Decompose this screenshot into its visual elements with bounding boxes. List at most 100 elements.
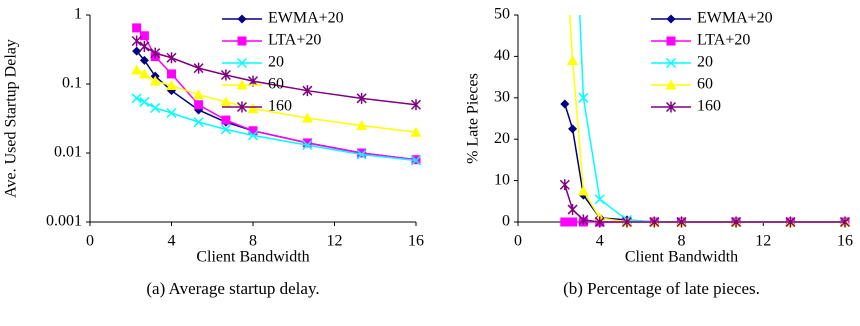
marker bbox=[560, 217, 570, 227]
x-axis-label: Client Bandwidth bbox=[625, 249, 738, 266]
marker bbox=[220, 69, 231, 81]
marker bbox=[578, 92, 589, 103]
caption: (b) Percentage of late pieces. bbox=[563, 279, 760, 298]
y-tick-label: 0.1 bbox=[62, 75, 82, 92]
marker bbox=[410, 126, 422, 137]
x-tick-label: 12 bbox=[327, 233, 343, 250]
marker bbox=[666, 36, 676, 46]
marker bbox=[166, 107, 177, 119]
marker bbox=[221, 115, 231, 125]
legend-label: 20 bbox=[697, 54, 713, 71]
marker bbox=[220, 124, 231, 135]
x-tick-label: 12 bbox=[755, 233, 771, 250]
x-tick-label: 4 bbox=[596, 233, 604, 250]
marker bbox=[149, 75, 161, 86]
marker bbox=[247, 103, 259, 114]
marker bbox=[577, 185, 589, 196]
y-tick-label: 40 bbox=[494, 47, 510, 64]
marker bbox=[194, 100, 204, 110]
marker bbox=[236, 79, 248, 90]
marker bbox=[166, 80, 177, 91]
marker bbox=[594, 216, 605, 228]
marker bbox=[578, 214, 589, 226]
legend-label: 60 bbox=[268, 76, 284, 93]
marker bbox=[132, 23, 142, 33]
legend-label: EWMA+20 bbox=[697, 10, 773, 27]
series-line bbox=[564, 184, 845, 223]
caption: (a) Average startup delay. bbox=[146, 279, 319, 298]
marker bbox=[139, 31, 149, 41]
y-axis-label: % Late Pieces bbox=[465, 73, 482, 164]
marker bbox=[139, 96, 150, 107]
marker bbox=[560, 99, 570, 109]
marker bbox=[594, 194, 605, 205]
marker bbox=[568, 217, 578, 227]
marker bbox=[139, 40, 150, 52]
marker bbox=[785, 216, 796, 228]
marker bbox=[302, 138, 312, 148]
x-axis-label: Client Bandwidth bbox=[196, 249, 309, 266]
y-axis-label: Ave. Used Startup Delay bbox=[3, 39, 20, 198]
series-line bbox=[136, 69, 417, 133]
marker bbox=[302, 140, 313, 151]
marker bbox=[649, 216, 660, 228]
x-tick-label: 8 bbox=[678, 233, 686, 250]
marker bbox=[676, 216, 687, 228]
subplot: 0 10 20 30 40 50 0 4 8 12 16 Client Bandwidth % Late… bbox=[465, 6, 853, 298]
series-line bbox=[136, 97, 417, 162]
marker bbox=[193, 62, 204, 74]
legend-label: 20 bbox=[268, 54, 284, 71]
marker bbox=[666, 14, 676, 24]
legend-label: LTA+20 bbox=[268, 32, 321, 49]
marker bbox=[247, 130, 259, 141]
y-tick-label: 0 bbox=[502, 213, 510, 230]
marker bbox=[568, 124, 578, 134]
legend-label: LTA+20 bbox=[697, 32, 750, 49]
marker bbox=[839, 216, 851, 228]
marker bbox=[567, 204, 578, 216]
marker bbox=[356, 92, 367, 104]
subplot: 0.001 0.01 0.1 1 0 4 8 12 16 Client Bandwidth Ave.… bbox=[3, 6, 424, 298]
x-tick-label: 0 bbox=[514, 233, 522, 250]
legend-label: 160 bbox=[697, 98, 721, 115]
marker bbox=[167, 69, 176, 79]
marker bbox=[665, 57, 677, 69]
x-tick-label: 16 bbox=[837, 233, 853, 250]
marker bbox=[410, 155, 422, 166]
marker bbox=[356, 149, 367, 160]
x-tick-label: 0 bbox=[86, 233, 94, 250]
marker bbox=[150, 47, 161, 59]
marker bbox=[131, 93, 142, 104]
marker bbox=[237, 14, 247, 24]
series-line bbox=[136, 40, 417, 106]
marker bbox=[193, 89, 205, 100]
marker bbox=[236, 57, 248, 69]
marker bbox=[131, 35, 142, 47]
series-line bbox=[136, 27, 417, 161]
plot-area bbox=[131, 23, 422, 166]
marker bbox=[220, 96, 232, 107]
marker bbox=[166, 52, 177, 64]
y-tick-label: 0.001 bbox=[46, 213, 82, 230]
legend-label: 160 bbox=[268, 98, 292, 115]
marker bbox=[132, 46, 142, 56]
y-tick-label: 30 bbox=[494, 88, 510, 105]
marker bbox=[665, 101, 677, 113]
plot-area bbox=[559, 15, 851, 228]
marker bbox=[138, 68, 150, 79]
x-tick-label: 16 bbox=[408, 233, 424, 250]
legend-label: 60 bbox=[697, 76, 713, 93]
marker bbox=[301, 112, 313, 123]
marker bbox=[150, 102, 161, 113]
y-tick-label: 0.01 bbox=[54, 144, 82, 161]
marker bbox=[357, 148, 367, 158]
marker bbox=[621, 216, 632, 228]
legend: EWMA+20 LTA+20 20 60 160 bbox=[222, 10, 344, 115]
y-tick-label: 50 bbox=[494, 6, 510, 23]
marker bbox=[248, 126, 258, 136]
marker bbox=[665, 79, 677, 90]
marker bbox=[731, 216, 742, 228]
marker bbox=[193, 117, 204, 128]
marker bbox=[131, 64, 143, 75]
